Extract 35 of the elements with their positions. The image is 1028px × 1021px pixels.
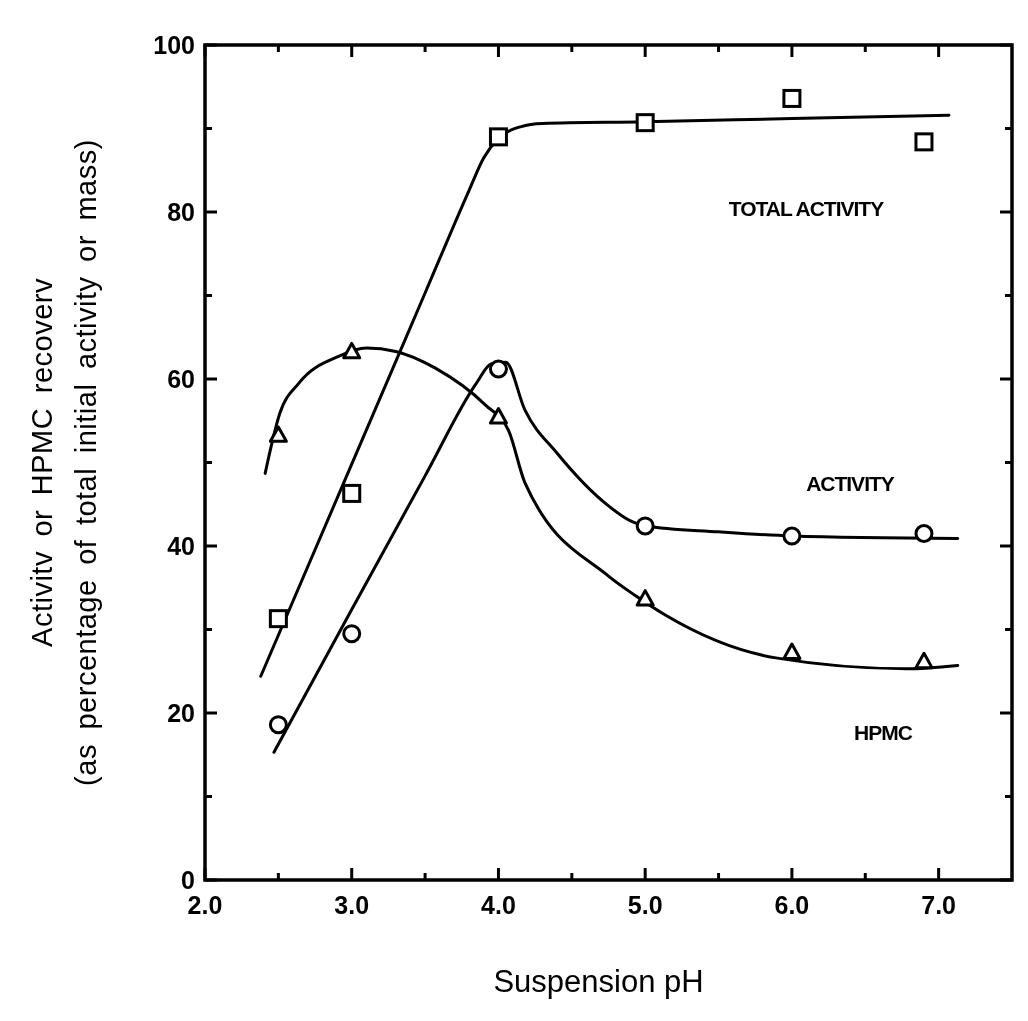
y-tick-label: 60 (167, 364, 195, 393)
series-label: ACTIVITY (806, 471, 895, 495)
x-tick-label: 3.0 (334, 891, 370, 919)
point (782, 88, 802, 108)
y-tick-label: 20 (167, 698, 195, 727)
x-axis-title: Suspension pH (493, 964, 704, 999)
point (342, 624, 362, 644)
point (342, 483, 362, 503)
x-tick-label: 5.0 (627, 891, 663, 919)
point (268, 715, 288, 735)
point (488, 359, 508, 379)
y-tick-label: 100 (153, 30, 195, 59)
x-tick-label: 2.0 (187, 891, 223, 919)
y-axis-title: Activitv or HPMC recoverv (as percentage of total initial activity or mass) (26, 139, 102, 786)
point (782, 526, 802, 546)
x-tick-label: 7.0 (921, 891, 957, 919)
point (635, 516, 655, 536)
y-tick-label: 40 (167, 531, 195, 560)
x-tick-label: 4.0 (481, 891, 516, 919)
point (914, 523, 934, 543)
point (635, 589, 655, 607)
point (914, 651, 934, 670)
point (782, 642, 802, 660)
point (914, 132, 934, 152)
y-tick-label: 0 (181, 865, 195, 894)
x-tick-label: 6.0 (774, 891, 810, 919)
text: TOTAL ACTIVITY (728, 197, 885, 221)
point (268, 425, 288, 443)
y-tick-label: 80 (167, 197, 195, 226)
point (342, 341, 362, 360)
point (488, 127, 508, 147)
point (635, 113, 655, 133)
point (488, 407, 508, 425)
text: HPMC (854, 720, 913, 744)
point (268, 609, 288, 629)
